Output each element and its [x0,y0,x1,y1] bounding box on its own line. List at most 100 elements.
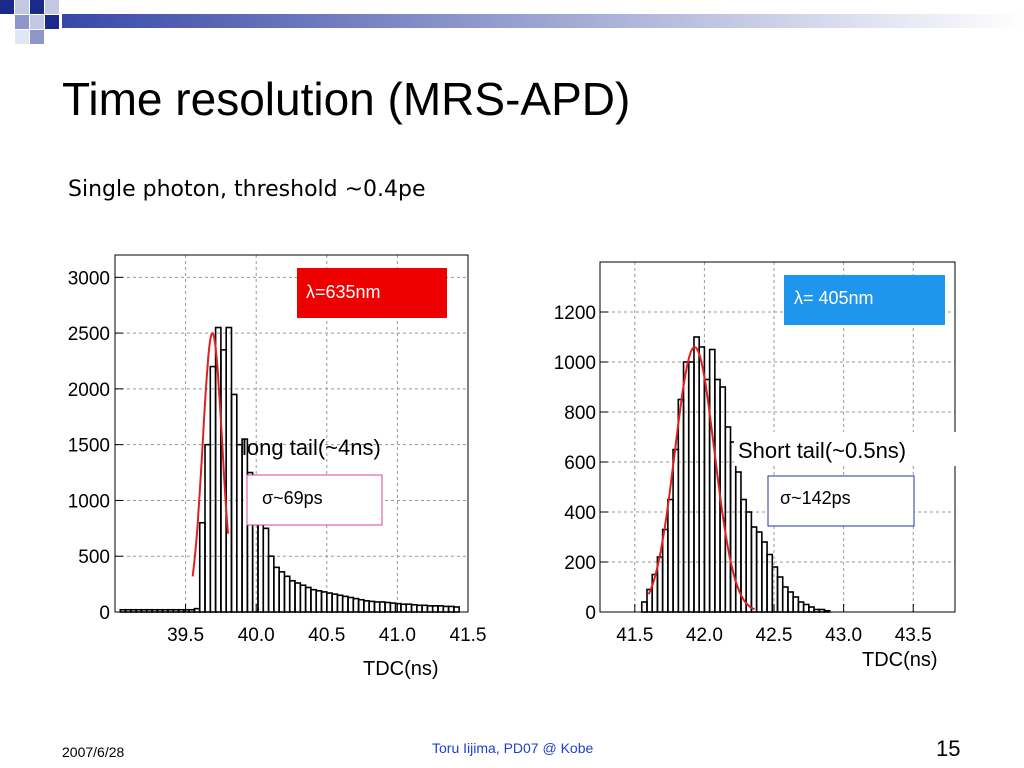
histogram-bin-39 [320,591,328,613]
histogram-bin-63 [447,605,455,613]
histogram-bin-20 [220,349,227,613]
histogram-bin-7 [151,608,159,613]
histogram-bin-9 [687,361,695,613]
y-tick-label-1: 500 [78,547,110,568]
badge-635nm-box [297,268,447,318]
histogram-bin-0 [640,601,648,613]
histogram-bin-32 [283,575,291,613]
y-tick-label-6: 1200 [554,303,596,324]
y-tick-label-3: 1500 [68,436,110,457]
histogram-bin-55 [405,603,413,613]
footer-date: 2007/6/28 [62,744,125,760]
histogram-bin-2 [124,608,132,613]
histogram-bin-7 [677,398,685,613]
histogram-bin-4 [661,528,669,613]
histogram-bin-15 [719,386,727,613]
histogram-bin-35 [823,609,831,613]
result-box-69ps [246,474,383,526]
histogram-bin-8 [682,361,690,613]
histogram-bin-60 [431,605,439,613]
y-tick-label-2: 1000 [68,491,110,512]
histogram-bin-33 [813,608,821,613]
histogram-bin-43 [341,595,349,613]
histogram-bin-42 [336,594,344,613]
note-short-tail-box [734,432,956,466]
histogram-bin-34 [818,608,826,613]
note-short-tail: Short tail(~0.5ns) [738,438,906,463]
histogram-bin-44 [347,596,355,613]
histogram-bin-54 [400,603,408,613]
histogram-bin-53 [394,602,402,613]
histogram-bin-18 [209,365,217,613]
histogram-bin-3 [130,608,137,613]
histogram-bin-49 [373,601,381,613]
histogram-bin-5 [667,498,674,613]
y-tick-label-6: 3000 [68,268,110,289]
x-tick-label-1: 40.0 [238,625,275,646]
histogram-bin-28 [787,591,794,613]
histogram-bin-30 [797,601,805,613]
histogram-bin-29 [792,596,800,613]
x-tick-label-0: 41.5 [616,625,653,646]
histogram-bin-25 [771,566,779,613]
histogram-bin-3 [656,556,664,613]
y-tick-label-5: 1000 [554,353,596,374]
badge-635nm-label: λ=635nm [306,282,381,302]
deco-square-8 [30,30,44,44]
histogram-bin-36 [304,586,312,613]
histogram-bin-18 [734,471,742,613]
header-bar [62,14,1024,28]
histogram-bin-23 [761,541,768,613]
histogram-bin-26 [776,576,784,613]
histogram-bin-27 [257,510,265,613]
y-tick-label-5: 2500 [68,324,110,345]
y-tick-label-0: 0 [585,603,596,624]
x-tick-label-3: 41.0 [379,625,416,646]
header-decoration [0,0,1024,44]
histogram-bin-25 [246,471,254,613]
plot-frame [599,261,956,613]
histogram-bin-24 [766,553,774,613]
histogram-bin-15 [193,607,201,613]
histogram-bin-17 [729,441,737,613]
histogram-bin-61 [437,605,445,613]
histogram-bin-31 [278,571,286,613]
x-tick-label-4: 41.5 [450,625,487,646]
histogram-bin-11 [172,608,180,613]
histogram-bin-1 [646,588,654,613]
histogram-bin-1 [119,608,127,613]
badge-405nm-box [784,275,945,325]
y-tick-label-4: 800 [564,403,596,424]
histogram-bin-20 [745,511,753,613]
y-tick-label-2: 400 [564,503,596,524]
histogram-bin-23 [235,443,243,613]
histogram-bin-5 [140,608,148,613]
x-tick-label-3: 43.0 [825,625,862,646]
histogram-bin-6 [145,608,153,613]
histogram-bin-13 [708,348,716,613]
histogram-bin-30 [273,566,280,613]
histogram-bin-19 [740,498,747,613]
note-long-tail: long tail(~4ns) [242,435,381,460]
x-tick-label-4: 43.5 [895,625,932,646]
histogram-bin-27 [781,586,789,613]
histogram-bin-41 [331,593,339,613]
histogram-bin-8 [156,608,164,613]
histogram-bin-51 [384,601,392,613]
histogram-bin-35 [299,584,307,613]
slide-subtitle: Single photon, threshold ~0.4pe [68,177,426,202]
histogram-bin-9 [161,608,169,613]
x-tick-label-2: 40.5 [308,625,345,646]
histogram-bin-19 [214,326,222,613]
histogram-bin-58 [421,604,429,613]
deco-square-2 [15,0,29,14]
deco-square-5 [15,15,29,29]
plot-frame [114,254,469,613]
histogram-bin-11 [698,346,706,613]
histogram-bin-59 [426,605,434,613]
histogram-bin-22 [230,393,238,613]
y-tick-label-0: 0 [99,603,110,624]
histogram-bin-17 [204,443,212,613]
result-69ps: σ~69ps [262,488,323,508]
histogram-bin-37 [310,588,318,613]
